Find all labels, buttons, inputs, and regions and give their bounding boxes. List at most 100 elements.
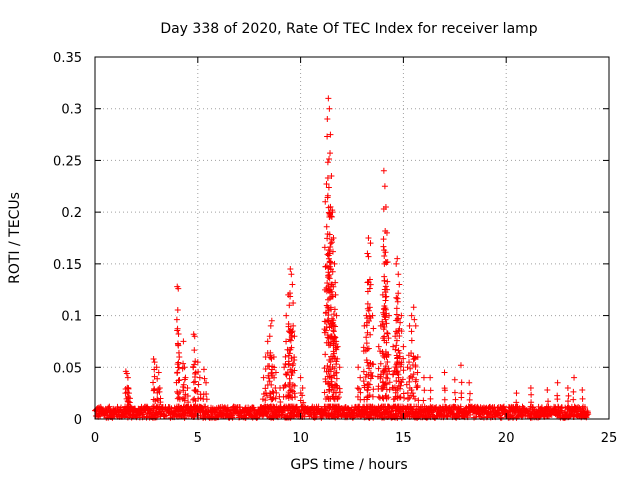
data-point xyxy=(329,209,336,216)
data-point xyxy=(286,383,293,390)
data-point xyxy=(326,271,333,278)
data-point xyxy=(265,375,272,382)
data-point xyxy=(384,359,391,366)
data-point xyxy=(465,403,472,410)
data-point xyxy=(273,389,280,396)
data-point xyxy=(354,385,361,392)
data-point xyxy=(287,337,294,344)
data-point xyxy=(333,369,340,376)
data-point xyxy=(408,312,415,319)
data-point xyxy=(291,382,298,389)
data-point xyxy=(325,184,332,191)
data-point xyxy=(377,375,384,382)
data-point xyxy=(451,376,458,383)
data-point xyxy=(327,304,334,311)
data-point xyxy=(184,393,191,400)
data-point xyxy=(327,213,334,220)
data-point xyxy=(452,396,459,403)
data-point xyxy=(364,346,371,353)
data-point xyxy=(325,317,332,324)
data-point xyxy=(322,376,329,383)
data-point xyxy=(407,365,414,372)
data-point xyxy=(399,376,406,383)
data-point xyxy=(175,403,182,410)
data-point xyxy=(579,395,586,402)
data-point xyxy=(410,393,417,400)
data-point xyxy=(513,399,520,406)
y-tick-label: 0.3 xyxy=(61,103,82,118)
data-point xyxy=(528,391,535,398)
data-point xyxy=(324,192,331,199)
data-point xyxy=(281,364,288,371)
y-tick-label: 0 xyxy=(74,413,82,428)
data-point xyxy=(334,355,341,362)
data-point xyxy=(396,350,403,357)
data-point xyxy=(386,379,393,386)
data-point xyxy=(330,327,337,334)
data-point xyxy=(325,95,332,102)
data-point xyxy=(379,318,386,325)
data-point xyxy=(322,327,329,334)
data-point xyxy=(203,390,210,397)
data-point xyxy=(327,259,334,266)
data-point xyxy=(335,394,342,401)
x-axis-label: GPS time / hours xyxy=(290,457,407,473)
data-point xyxy=(290,360,297,367)
data-point xyxy=(184,384,191,391)
data-point xyxy=(395,271,402,278)
data-point xyxy=(180,387,187,394)
data-point xyxy=(229,414,236,421)
data-point xyxy=(513,390,520,397)
data-point xyxy=(414,369,421,376)
data-point xyxy=(406,359,413,366)
data-point xyxy=(565,392,572,399)
data-point xyxy=(414,353,421,360)
data-point xyxy=(330,328,337,335)
data-point xyxy=(180,338,187,345)
y-tick-label: 0.35 xyxy=(53,51,82,66)
data-point xyxy=(326,156,333,163)
data-point xyxy=(194,388,201,395)
data-point xyxy=(411,316,418,323)
data-point xyxy=(363,334,370,341)
data-point xyxy=(383,229,390,236)
data-point xyxy=(514,403,521,410)
data-point xyxy=(266,378,273,385)
data-point xyxy=(291,367,298,374)
data-point xyxy=(224,404,231,411)
data-point xyxy=(365,235,372,241)
data-point xyxy=(333,346,340,353)
data-point xyxy=(564,384,571,391)
data-point xyxy=(125,384,132,391)
data-point xyxy=(395,315,402,322)
data-point xyxy=(363,322,370,329)
data-point xyxy=(191,370,198,377)
data-point xyxy=(382,283,389,290)
data-point xyxy=(176,376,183,383)
data-point xyxy=(174,361,181,368)
data-point xyxy=(442,403,449,410)
data-point xyxy=(331,306,338,313)
data-point xyxy=(554,392,561,399)
data-point xyxy=(404,395,411,402)
data-point xyxy=(427,387,434,394)
data-point xyxy=(398,379,405,386)
data-point xyxy=(357,374,364,381)
data-point xyxy=(366,285,373,292)
data-point xyxy=(420,397,427,404)
data-point xyxy=(324,174,331,181)
data-point xyxy=(543,403,550,410)
data-point xyxy=(414,382,421,389)
data-point xyxy=(409,390,416,397)
data-point xyxy=(363,312,370,319)
data-point xyxy=(565,403,572,410)
data-point xyxy=(263,392,270,399)
ticks-layer: 0 5 10 15 20 25 0 0.05 0.1 0.15 0.2 0.25 0.3 0.35 xyxy=(53,51,617,446)
data-point xyxy=(527,384,534,391)
data-point xyxy=(545,398,552,405)
data-point xyxy=(458,379,465,386)
data-point xyxy=(336,364,343,371)
data-point xyxy=(400,367,407,374)
data-point xyxy=(195,381,202,388)
